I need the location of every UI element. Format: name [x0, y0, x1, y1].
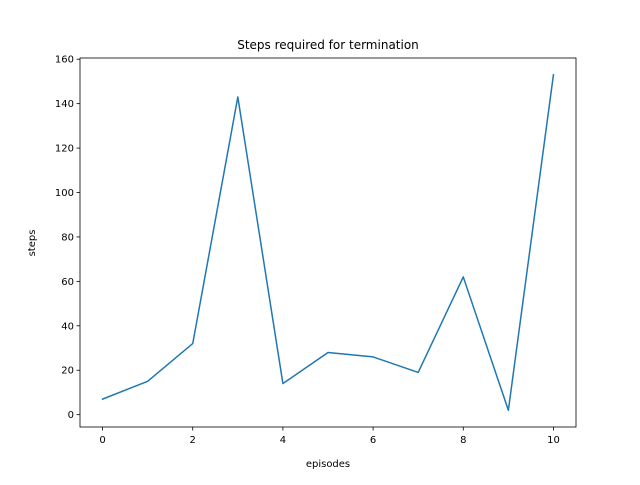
- y-tick-label: 0: [68, 410, 74, 421]
- y-tick-label: 60: [61, 277, 74, 288]
- y-tick-label: 20: [61, 366, 74, 377]
- x-tick-label: 10: [547, 435, 560, 446]
- y-tick-label: 80: [61, 232, 74, 243]
- x-tick-label: 2: [190, 435, 196, 446]
- y-tick-label: 140: [55, 99, 74, 110]
- y-tick-label: 40: [61, 321, 74, 332]
- x-tick-label: 4: [280, 435, 286, 446]
- series-line: [101, 73, 555, 411]
- y-axis-label: steps: [27, 230, 38, 257]
- x-tick-label: 8: [460, 435, 466, 446]
- y-tick-label: 160: [55, 55, 74, 66]
- x-axis-label: episodes: [306, 459, 350, 470]
- x-tick-label: 6: [370, 435, 376, 446]
- chart-title: Steps required for termination: [237, 38, 419, 52]
- y-tick-label: 100: [55, 188, 74, 199]
- x-tick-label: 0: [99, 435, 105, 446]
- axes-frame: [79, 57, 577, 428]
- y-tick-label: 120: [55, 144, 74, 155]
